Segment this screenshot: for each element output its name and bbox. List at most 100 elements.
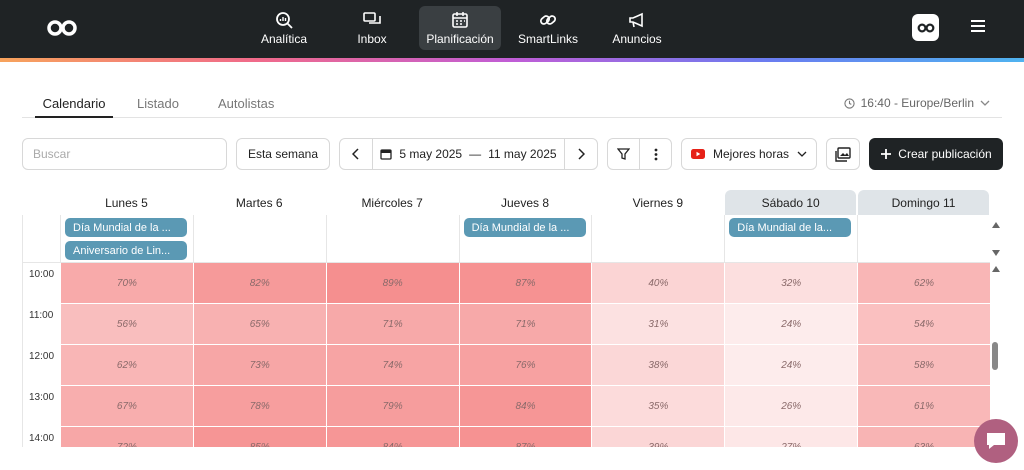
hour-label: 12:00: [29, 351, 55, 362]
heatmap-cell[interactable]: 72%: [61, 427, 194, 447]
hour-label: 10:00: [29, 269, 55, 280]
heatmap-cell[interactable]: 62%: [61, 345, 194, 386]
more-options-button[interactable]: [639, 139, 671, 169]
heatmap-cell[interactable]: 61%: [858, 386, 990, 427]
best-hours-dropdown[interactable]: Mejores horas: [681, 138, 817, 170]
heatmap-cell[interactable]: 79%: [326, 386, 460, 427]
nav-item-planificacion[interactable]: Planificación: [419, 6, 501, 50]
this-week-button[interactable]: Esta semana: [236, 138, 330, 170]
heatmap-cell[interactable]: 32%: [725, 263, 859, 304]
heatmap-cell[interactable]: 40%: [592, 263, 726, 304]
heatmap-cell[interactable]: 65%: [193, 304, 327, 345]
scroll-down-arrow-icon[interactable]: [992, 250, 1000, 256]
nav-item-smartlinks[interactable]: SmartLinks: [513, 6, 583, 50]
nav-item-anuncios[interactable]: Anuncios: [607, 6, 667, 50]
tab-listado[interactable]: Listado: [137, 96, 179, 111]
heatmap-cell[interactable]: 24%: [725, 345, 859, 386]
heatmap-cell[interactable]: 87%: [459, 263, 593, 304]
date-range-picker: 5 may 2025 — 11 may 2025: [339, 138, 598, 170]
vertical-scrollbar[interactable]: [992, 342, 998, 370]
heatmap-cell[interactable]: 85%: [193, 427, 327, 447]
all-day-cell[interactable]: [60, 215, 193, 263]
day-header[interactable]: Jueves 8: [500, 195, 549, 210]
heatmap-cell[interactable]: 89%: [326, 263, 460, 304]
kebab-icon: [654, 148, 657, 160]
heatmap-cell[interactable]: 39%: [592, 427, 726, 447]
heatmap-cell[interactable]: 82%: [193, 263, 327, 304]
date-from: 5 may 2025: [399, 147, 463, 161]
heatmap-cell[interactable]: 87%: [459, 427, 593, 447]
heatmap-cell[interactable]: 71%: [459, 304, 593, 345]
scroll-up-arrow-icon[interactable]: [992, 222, 1000, 228]
tab-autolistas[interactable]: Autolistas: [218, 96, 275, 111]
day-header[interactable]: Viernes 9: [632, 195, 684, 210]
heatmap-cell[interactable]: 35%: [592, 386, 726, 427]
heatmap-cell[interactable]: 70%: [61, 263, 194, 304]
timezone-selector[interactable]: 16:40 - Europe/Berlin: [843, 96, 990, 110]
nav-item-label: Planificación: [426, 31, 494, 46]
heatmap-cell[interactable]: 76%: [459, 345, 593, 386]
event-chip[interactable]: Día Mundial de la ...: [65, 218, 187, 237]
date-range-display[interactable]: 5 may 2025 — 11 may 2025: [372, 139, 565, 169]
heatmap-cell[interactable]: 67%: [61, 386, 194, 427]
filter-group: [607, 138, 672, 170]
media-library-button[interactable]: [826, 138, 860, 170]
app-logo-icon[interactable]: [46, 18, 78, 38]
search-input[interactable]: Buscar: [22, 138, 227, 170]
view-tabs: Calendario Listado Autolistas: [22, 96, 1002, 118]
heatmap-cell[interactable]: 27%: [725, 427, 859, 447]
date-to: 11 may 2025: [488, 147, 557, 161]
create-post-label: Crear publicación: [898, 147, 992, 161]
prev-week-button[interactable]: [340, 139, 372, 169]
heatmap-cell[interactable]: 26%: [725, 386, 859, 427]
event-chip[interactable]: Día Mundial de la...: [729, 218, 852, 237]
heatmap-cell[interactable]: 31%: [592, 304, 726, 345]
heatmap-cell[interactable]: 54%: [858, 304, 990, 345]
search-placeholder: Buscar: [33, 147, 71, 161]
grid-scroll-up-arrow-icon[interactable]: [992, 266, 1000, 272]
analytics-icon: [276, 11, 293, 29]
all-day-cell[interactable]: [192, 215, 326, 263]
heatmap-cell[interactable]: 38%: [592, 345, 726, 386]
heatmap-cell[interactable]: 62%: [858, 263, 990, 304]
best-hours-label: Mejores horas: [712, 147, 790, 161]
heatmap-cell[interactable]: 63%: [858, 427, 990, 447]
heatmap-cell[interactable]: 56%: [61, 304, 194, 345]
avatar[interactable]: [912, 14, 939, 41]
heatmap-cell[interactable]: 84%: [326, 427, 460, 447]
nav-item-label: Analítica: [260, 31, 308, 46]
heatmap-cell[interactable]: 84%: [459, 386, 593, 427]
nav-item-inbox[interactable]: Inbox: [352, 6, 392, 50]
heatmap-cell[interactable]: 71%: [326, 304, 460, 345]
date-separator: —: [469, 147, 482, 161]
day-header[interactable]: Miércoles 7: [361, 195, 423, 210]
tab-calendario[interactable]: Calendario: [35, 96, 113, 118]
all-day-cell[interactable]: [591, 215, 725, 263]
chat-support-button[interactable]: [974, 419, 1018, 463]
heatmap-cell[interactable]: 58%: [858, 345, 990, 386]
inbox-icon: [363, 11, 381, 24]
heatmap-cell[interactable]: 24%: [725, 304, 859, 345]
event-chip[interactable]: Aniversario de Lin...: [65, 241, 187, 260]
create-post-button[interactable]: Crear publicación: [869, 138, 1003, 170]
all-day-cell[interactable]: [458, 215, 592, 263]
chevron-down-icon: [980, 100, 990, 106]
hour-label: 13:00: [29, 392, 55, 403]
all-day-gutter: [22, 215, 60, 263]
heatmap-cell[interactable]: 73%: [193, 345, 327, 386]
nav-item-analitica[interactable]: Analítica: [256, 6, 312, 50]
day-header[interactable]: Lunes 5: [105, 195, 148, 210]
event-chip[interactable]: Día Mundial de la ...: [463, 218, 586, 237]
heatmap-cell[interactable]: 74%: [326, 345, 460, 386]
all-day-cell[interactable]: [724, 215, 858, 263]
day-header[interactable]: Domingo 11: [858, 190, 989, 215]
all-day-cell[interactable]: [325, 215, 459, 263]
day-header[interactable]: Sábado 10: [725, 190, 857, 215]
day-header[interactable]: Martes 6: [235, 195, 283, 210]
menu-icon[interactable]: [971, 20, 985, 32]
next-week-button[interactable]: [565, 139, 597, 169]
heatmap-cell[interactable]: 78%: [193, 386, 327, 427]
all-day-cell[interactable]: [857, 215, 990, 263]
filter-button[interactable]: [608, 139, 639, 169]
chevron-down-icon: [797, 151, 807, 157]
